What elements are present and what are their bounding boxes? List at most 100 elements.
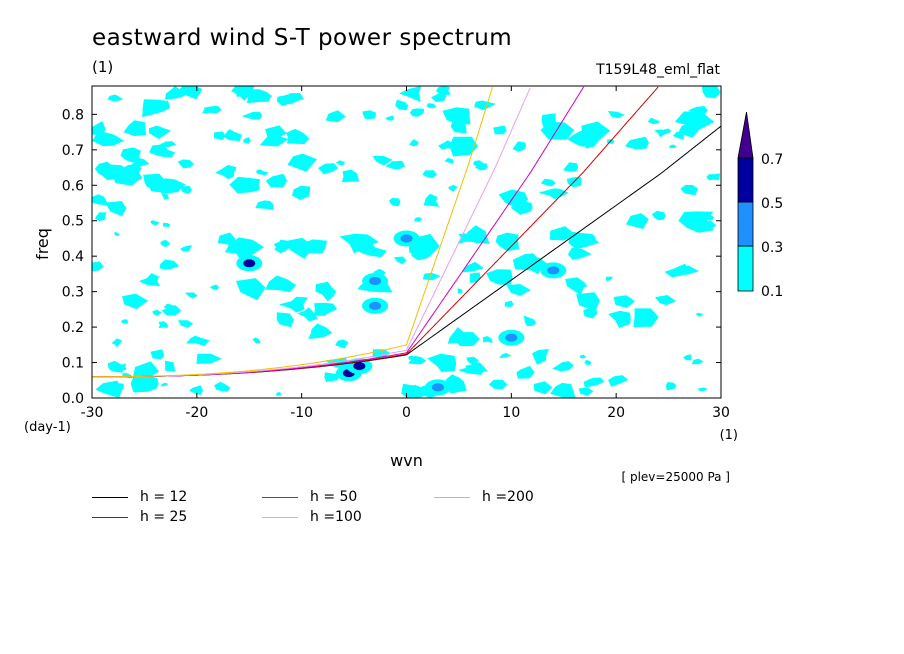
noise-patch <box>647 117 661 124</box>
noise-patch <box>411 245 430 261</box>
patch-core <box>369 277 382 285</box>
y-tick-label: 0.4 <box>62 249 84 265</box>
noise-patch <box>512 141 526 152</box>
noise-patch <box>252 337 261 344</box>
axes: -30 -20 -10 0 10 20 30 0.0 0.1 0.2 0.3 0.4 0.5 0.6 0.7… <box>24 86 738 470</box>
noise-patch <box>422 272 441 281</box>
x-unit-label: (1) <box>720 428 738 443</box>
colorbar-arrow <box>737 111 754 159</box>
noise-patch <box>506 284 531 296</box>
noise-patch <box>160 239 170 248</box>
legend-swatch <box>262 516 298 518</box>
noise-patch <box>236 278 266 301</box>
noise-patch <box>422 170 437 179</box>
noise-patch <box>457 288 463 294</box>
noise-patch <box>388 198 401 207</box>
legend-swatch <box>262 496 298 498</box>
noise-patch <box>408 355 414 360</box>
y-tick-label: 0.1 <box>62 356 84 372</box>
noise-patch <box>538 188 569 200</box>
noise-patch <box>275 392 282 396</box>
noise-patch <box>259 135 289 147</box>
noise-patch <box>436 86 451 95</box>
noise-patch <box>105 201 127 217</box>
noise-patch <box>655 295 677 306</box>
noise-patch <box>669 144 677 149</box>
noise-patch <box>308 323 333 339</box>
noise-patch <box>408 355 427 365</box>
noise-patch <box>335 160 346 166</box>
noise-patch <box>217 232 236 245</box>
x-tick-label: 0 <box>402 405 411 421</box>
noise-patch <box>444 157 454 164</box>
noise-patch <box>265 275 296 293</box>
noise-patch <box>150 220 160 225</box>
noise-patch <box>158 178 186 194</box>
noise-patch <box>297 307 318 322</box>
legend-label: h =100 <box>310 509 362 525</box>
patch-core <box>431 383 444 392</box>
legend-item: h =200 <box>434 489 534 505</box>
noise-patch <box>265 173 288 188</box>
noise-patch <box>409 139 419 147</box>
noise-patch <box>214 381 231 392</box>
x-tick-label: -20 <box>185 405 208 421</box>
noise-patch <box>285 237 315 259</box>
noise-patch <box>130 375 159 393</box>
noise-patch <box>256 169 269 176</box>
noise-patch <box>148 125 171 139</box>
noise-patch <box>605 276 613 281</box>
noise-patch <box>486 269 513 286</box>
noise-patch <box>608 375 629 387</box>
noise-patch <box>654 129 670 138</box>
noise-patch <box>574 233 597 242</box>
noise-patch <box>512 253 549 271</box>
noise-patch <box>114 231 120 236</box>
noise-patch <box>393 256 407 265</box>
noise-patch <box>186 335 210 347</box>
noise-patch <box>473 160 484 167</box>
noise-patch <box>458 363 483 375</box>
noise-patch <box>607 111 625 119</box>
noise-patch <box>160 382 168 387</box>
noise-patch <box>680 184 698 196</box>
noise-patch <box>462 261 485 273</box>
noise-patch <box>583 304 598 319</box>
noise-patch <box>540 178 556 187</box>
noise-patch <box>626 213 649 229</box>
noise-patch <box>122 373 132 379</box>
noise-patch <box>215 164 237 180</box>
noise-patch <box>158 321 168 329</box>
noise-patch <box>189 385 203 396</box>
noise-patch <box>178 320 194 328</box>
legend-item: h = 25 <box>92 509 187 525</box>
noise-patch <box>474 100 496 111</box>
noise-patch <box>162 222 171 228</box>
contour-patches <box>92 86 721 398</box>
legend-label: h = 25 <box>140 509 188 525</box>
noise-patch <box>449 136 479 157</box>
noise-patch <box>152 309 162 317</box>
noise-patch <box>225 237 265 255</box>
noise-patch <box>133 361 160 378</box>
y-tick-label: 0.6 <box>62 178 84 194</box>
noise-patch <box>568 279 588 290</box>
noise-patch <box>246 89 272 104</box>
x-tick-label: 30 <box>712 405 730 421</box>
noise-patch <box>401 383 429 398</box>
noise-patch <box>578 387 594 396</box>
x-axis-label: wvn <box>390 451 423 470</box>
colorbar-segment <box>737 201 754 247</box>
noise-patch <box>362 110 376 119</box>
noise-patch <box>242 136 251 144</box>
noise-patch <box>180 245 193 252</box>
colorbar-segment <box>737 157 754 203</box>
noise-patch <box>122 293 149 310</box>
noise-patch <box>92 261 104 272</box>
noise-patch <box>701 86 721 99</box>
top-unit-label: (1) <box>92 58 114 76</box>
noise-patch <box>151 146 164 154</box>
noise-patch <box>688 106 708 116</box>
patch-core <box>369 301 382 310</box>
